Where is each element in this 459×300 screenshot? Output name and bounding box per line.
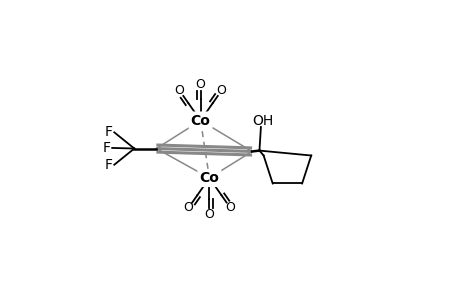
Text: O: O bbox=[183, 201, 193, 214]
Text: O: O bbox=[204, 208, 214, 221]
Text: O: O bbox=[216, 84, 226, 97]
Text: F: F bbox=[105, 125, 113, 139]
Text: O: O bbox=[195, 77, 205, 91]
Text: F: F bbox=[103, 141, 111, 155]
Text: O: O bbox=[174, 84, 184, 97]
Text: O: O bbox=[225, 201, 235, 214]
Text: Co: Co bbox=[199, 171, 219, 185]
Text: F: F bbox=[105, 158, 113, 172]
Text: OH: OH bbox=[252, 114, 273, 128]
Text: Co: Co bbox=[190, 114, 210, 128]
